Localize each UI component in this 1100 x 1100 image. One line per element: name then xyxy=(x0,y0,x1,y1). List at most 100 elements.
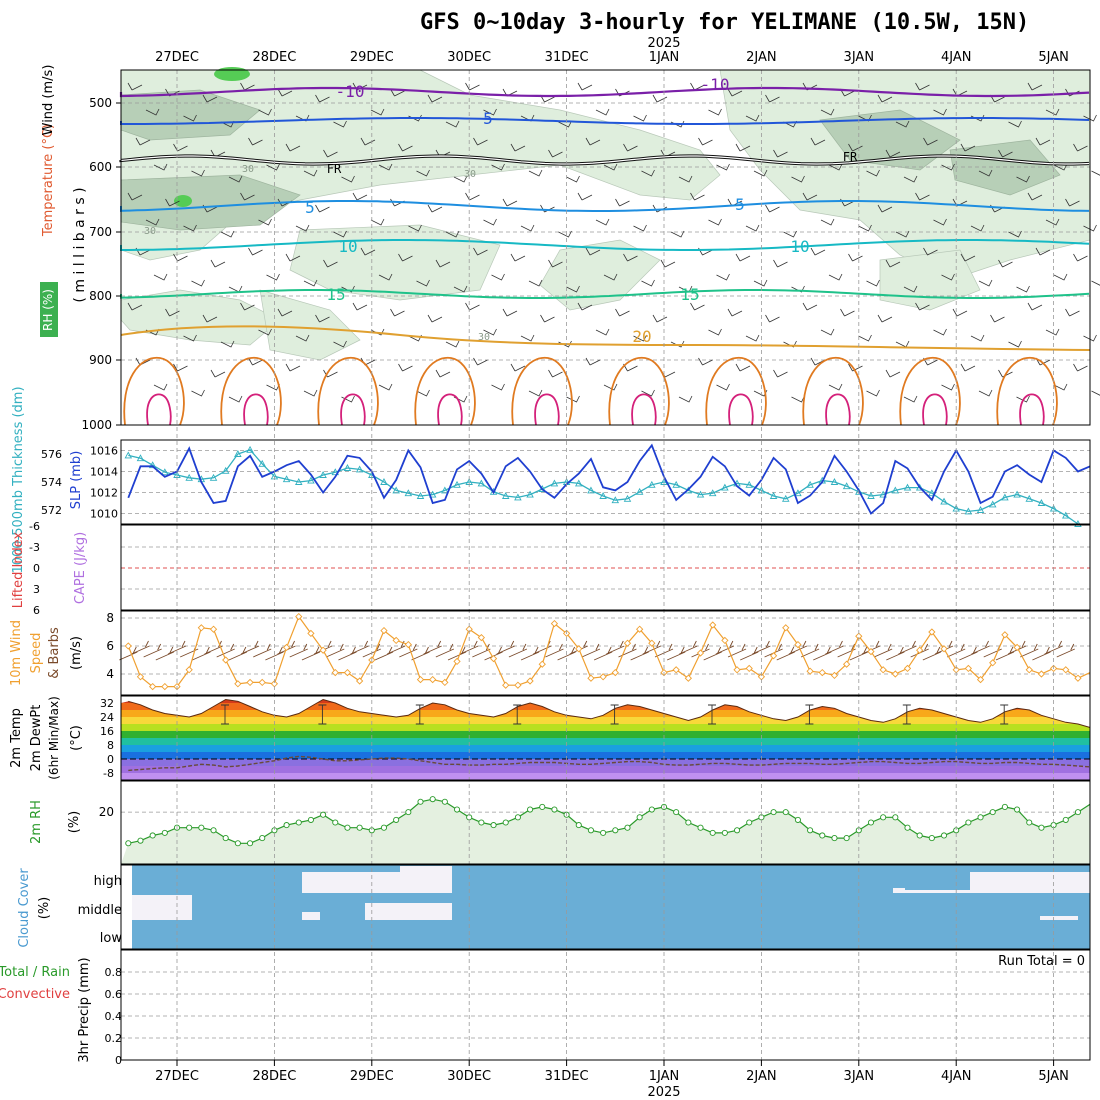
wind-barb xyxy=(483,108,497,116)
wind-barb xyxy=(1073,143,1088,152)
precip-tick-label: 0.4 xyxy=(105,1010,123,1023)
rh2m-point xyxy=(320,811,327,818)
thickness-point xyxy=(842,482,851,490)
wind-barb xyxy=(398,253,413,262)
wind-barb-10m xyxy=(679,640,698,655)
wind-barb-10m xyxy=(386,640,406,655)
wind-barb xyxy=(978,389,993,397)
wind-speed-point xyxy=(818,668,826,677)
wind-barb xyxy=(820,328,835,336)
wind-barb xyxy=(483,218,497,226)
thickness-point xyxy=(209,473,218,481)
wind-barb xyxy=(915,192,930,201)
date-label-bottom: 29DEC xyxy=(350,1069,394,1084)
wind-barb xyxy=(240,192,255,201)
wind-barb-10m xyxy=(520,646,540,661)
wind-barb xyxy=(708,328,722,336)
wind-barb xyxy=(633,334,647,342)
axis-title-temp-unit: (°C) xyxy=(69,725,84,751)
wind-barb-10m xyxy=(715,640,735,655)
contour-temp-20 xyxy=(120,325,1091,351)
wind-barb xyxy=(165,308,180,317)
thickness-point xyxy=(380,478,388,485)
wind-barb xyxy=(145,218,160,226)
rh2m-point xyxy=(989,809,996,816)
axis-title-barbs: & Barbs xyxy=(47,627,62,679)
wind-barb xyxy=(716,273,730,281)
wind-barb xyxy=(153,163,168,171)
wind-barb xyxy=(285,143,301,152)
contour-temp-30 xyxy=(534,393,560,426)
wind-barb xyxy=(866,389,880,397)
wind-barb xyxy=(1091,390,1100,396)
wind-barb xyxy=(445,120,460,128)
label: ( m i l l i b a r s ) xyxy=(72,187,88,302)
wind-barb xyxy=(585,357,601,366)
upper-panel-border xyxy=(120,69,1091,426)
wind-barb xyxy=(548,259,563,268)
wind-barb xyxy=(135,137,151,146)
wind-barb xyxy=(708,108,722,116)
wind-barb xyxy=(670,340,685,348)
wind-barb xyxy=(416,279,430,287)
wind-barb-10m xyxy=(630,646,649,661)
wind-barb xyxy=(1073,253,1088,262)
temp-band xyxy=(121,745,1090,752)
date-label-bottom: 27DEC xyxy=(155,1069,199,1084)
wind-barb xyxy=(848,253,863,262)
wind-barb-10m xyxy=(606,640,625,655)
wind-barb-10m xyxy=(423,640,442,655)
contour-temp-25 xyxy=(899,357,961,426)
wind-barb xyxy=(258,328,272,336)
minmax-bar xyxy=(221,704,229,725)
wind-barb xyxy=(840,308,855,317)
rh-shading-high xyxy=(214,67,250,81)
wind-barb xyxy=(941,383,955,391)
wind-barb xyxy=(191,169,205,177)
wind-barb xyxy=(783,340,797,348)
wind-speed-point xyxy=(355,677,364,685)
wind-barb xyxy=(435,259,451,268)
date-label-top: 29DEC xyxy=(350,50,394,65)
wind-speed-point xyxy=(441,678,449,687)
wind-barb xyxy=(453,175,468,183)
wind-barb xyxy=(258,108,272,116)
wind-speed-point xyxy=(502,681,510,689)
wind-barb-10m xyxy=(740,646,759,661)
wind-barb xyxy=(1091,280,1100,286)
precip-tick-label: 0.2 xyxy=(105,1032,123,1045)
wind-speed-point xyxy=(928,628,936,636)
wind-speed-point xyxy=(672,666,680,674)
label: (6hr Min/Max) xyxy=(47,696,61,780)
thickness-point xyxy=(355,465,364,473)
rh2m-point xyxy=(539,803,546,810)
wind-barb xyxy=(266,273,280,281)
thickness-point xyxy=(234,450,242,457)
wind-barb xyxy=(585,137,601,146)
contour-temp-25 xyxy=(802,357,864,426)
wind-barb xyxy=(866,169,880,177)
cloud-fill xyxy=(132,865,1090,949)
wind-barb xyxy=(445,340,460,348)
wind-barb-10m xyxy=(289,643,308,658)
wind-barb xyxy=(652,314,668,323)
wind-barb xyxy=(633,224,647,232)
contour-temp-25 xyxy=(996,357,1058,426)
wind-barb xyxy=(933,218,947,226)
thickness-point xyxy=(867,492,875,499)
wind-barb xyxy=(127,82,143,91)
wind-barb-10m xyxy=(131,640,150,655)
wind-barb xyxy=(895,230,910,238)
wind-barb xyxy=(652,94,668,103)
contour-temp-30 xyxy=(1019,393,1045,426)
wind-barb xyxy=(941,163,955,171)
wind-speed-point xyxy=(149,682,157,691)
cloud-mid-clear xyxy=(132,895,192,920)
wind-speed-point xyxy=(307,629,315,638)
minmax-bar xyxy=(1000,704,1009,725)
axis-title-slp: SLP (mb) xyxy=(69,451,84,510)
wind-barb xyxy=(577,82,593,91)
wind-barb xyxy=(202,94,218,103)
wind-barb xyxy=(240,302,255,311)
slp-tick-label: 1014 xyxy=(90,466,118,479)
